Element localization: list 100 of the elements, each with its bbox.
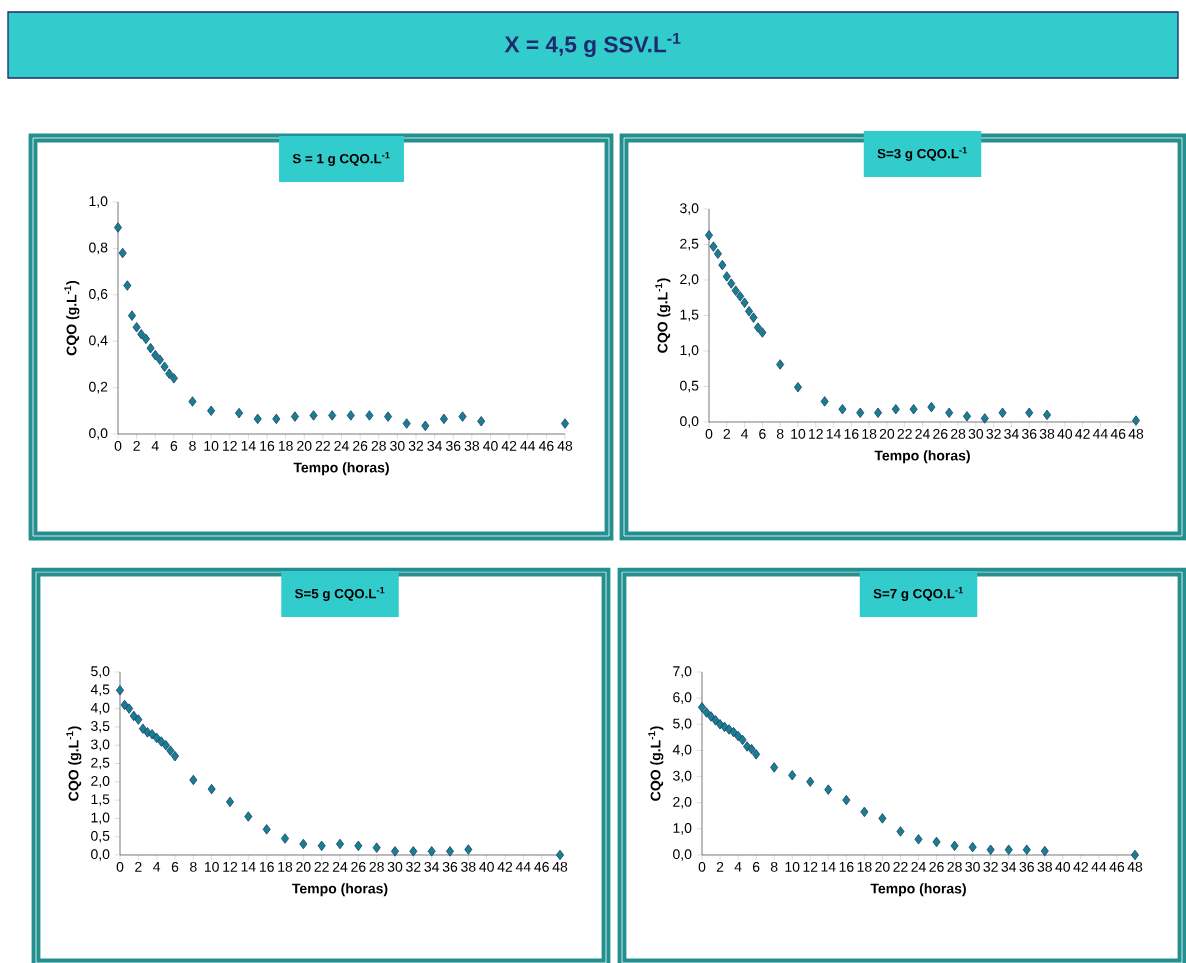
y-tick-label: 7,0	[673, 666, 692, 678]
point	[281, 833, 290, 844]
x-tick-label: 4	[741, 428, 749, 439]
x-tick-label: 36	[1021, 428, 1037, 439]
point	[141, 333, 150, 345]
x-tick-label: 18	[278, 861, 293, 872]
point	[731, 285, 740, 296]
point	[718, 259, 727, 271]
point	[372, 842, 381, 853]
point	[874, 407, 883, 418]
point	[711, 715, 720, 726]
y-tick-label: 3,0	[91, 739, 110, 751]
point	[1022, 844, 1031, 855]
x-tick-label: 38	[464, 440, 480, 451]
point	[740, 297, 749, 308]
point	[891, 404, 900, 415]
x-tick-label: 46	[1109, 861, 1125, 872]
x-tick-label: 40	[479, 861, 494, 872]
chart-title: S=3 g CQO.L$^{-1}$	[877, 146, 967, 162]
point	[758, 327, 767, 338]
point	[165, 368, 174, 379]
x-tick-label: 4	[153, 861, 161, 872]
x-tick-label: 10	[204, 861, 219, 872]
y-tick-label: 0,2	[89, 381, 108, 394]
point	[262, 824, 271, 835]
chart-title: S = 1 g CQO.L$^{-1}$	[292, 151, 390, 167]
point	[793, 382, 802, 393]
point	[702, 707, 711, 718]
y-tick-label: 0,6	[89, 289, 108, 301]
x-tick-label: 30	[965, 861, 980, 872]
x-tick-label: 16	[260, 440, 275, 451]
x-tick-label: 14	[826, 428, 841, 439]
y-tick-label: 1,0	[680, 345, 699, 357]
y-tick-label: 0,0	[89, 428, 108, 440]
y-tick-label: 1,5	[680, 309, 699, 322]
x-axis-title: Tempo (horas)	[293, 462, 389, 476]
point	[157, 736, 166, 747]
x-tick-label: 28	[371, 440, 386, 451]
point	[189, 774, 198, 786]
point	[1004, 844, 1013, 855]
point	[820, 396, 829, 407]
x-tick-label: 30	[387, 861, 403, 872]
x-tick-label: 38	[1039, 428, 1055, 439]
x-tick-label: 8	[189, 440, 196, 451]
x-tick-label: 36	[442, 861, 458, 872]
y-tick-label: 2,0	[91, 776, 110, 788]
y-tick-label: 0,0	[673, 849, 692, 861]
point	[896, 826, 905, 837]
point	[427, 846, 436, 857]
point	[118, 247, 127, 259]
x-tick-label: 24	[911, 861, 926, 872]
x-tick-label: 40	[1057, 428, 1073, 439]
x-tick-label: 0	[114, 440, 122, 451]
point	[986, 844, 995, 855]
x-tick-label: 14	[241, 861, 256, 872]
point	[962, 411, 971, 422]
chart-title: S=7 g CQO.L$^{-1}$	[873, 586, 963, 602]
point	[155, 354, 164, 365]
x-axis-title: Tempo (horas)	[292, 883, 388, 897]
x-tick-label: 10	[785, 861, 800, 872]
point	[166, 745, 175, 756]
point	[561, 418, 569, 429]
x-tick-label: 40	[483, 440, 498, 451]
point	[123, 280, 132, 291]
x-tick-label: 42	[1073, 861, 1088, 872]
x-tick-label: 10	[791, 428, 806, 439]
point	[729, 726, 738, 738]
point	[253, 413, 262, 425]
x-tick-label: 32	[986, 428, 1001, 439]
point	[151, 349, 160, 361]
x-tick-label: 22	[893, 861, 908, 872]
point	[421, 420, 430, 432]
x-tick-label: 32	[408, 440, 424, 451]
y-axis-title: CQO (g.L$^{-1}$)	[64, 280, 80, 356]
point	[747, 743, 756, 755]
y-tick-label: 4,5	[90, 684, 110, 697]
point	[856, 407, 865, 418]
y-tick-label: 6,0	[673, 692, 692, 704]
x-tick-label: 20	[875, 861, 890, 872]
x-tick-label: 2	[723, 428, 730, 439]
y-tick-label: 0,8	[89, 242, 108, 255]
point	[365, 410, 374, 421]
point	[909, 404, 918, 415]
x-tick-label: 48	[557, 440, 573, 451]
y-tick-label: 3,0	[673, 770, 692, 783]
point	[842, 794, 851, 806]
x-tick-label: 6	[171, 861, 179, 872]
x-tick-label: 44	[515, 861, 531, 872]
x-tick-label: 8	[770, 861, 778, 872]
point	[116, 685, 125, 696]
x-tick-label: 16	[259, 861, 274, 872]
point	[446, 846, 455, 857]
point	[328, 410, 337, 421]
x-tick-label: 34	[1004, 428, 1019, 439]
point	[477, 416, 486, 427]
y-tick-label: 3,5	[91, 721, 110, 733]
point	[838, 404, 847, 415]
point	[127, 310, 136, 321]
y-axis-title: CQO (g.L$^{-1}$)	[655, 278, 671, 353]
point	[860, 806, 869, 818]
